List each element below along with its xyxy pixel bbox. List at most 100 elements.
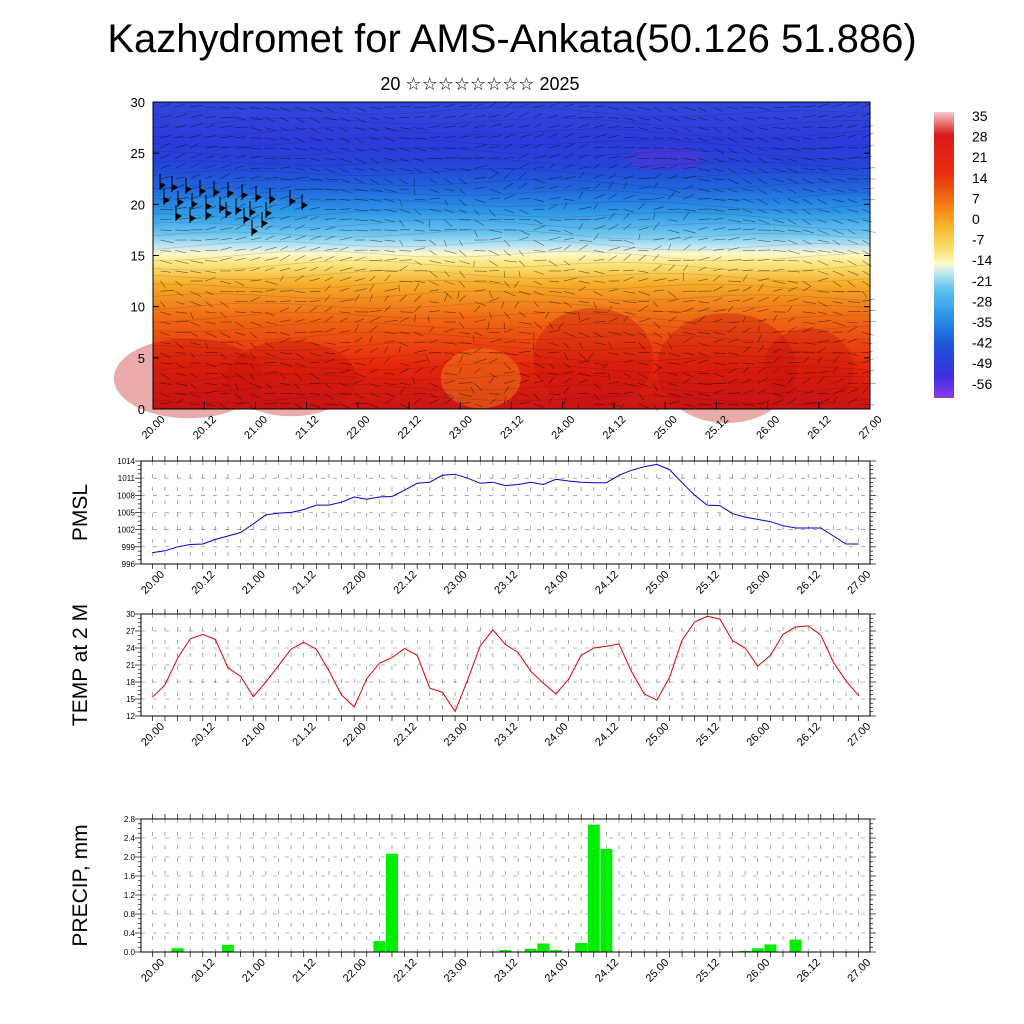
wind-barb	[324, 226, 336, 231]
wind-barb	[175, 206, 187, 210]
wind-pennant	[172, 184, 178, 191]
wind-barb	[354, 188, 368, 192]
wind-barb	[698, 342, 710, 347]
wind-barb	[160, 115, 172, 118]
x-tick-label: 21.12	[290, 569, 318, 597]
wind-barb	[444, 157, 459, 159]
wind-barb	[264, 235, 275, 241]
wind-barb	[668, 127, 678, 132]
wind-barb	[414, 168, 423, 174]
wind-barb	[728, 362, 739, 364]
wind-barb	[399, 127, 413, 130]
wind-barb	[638, 254, 647, 261]
contour-line	[152, 270, 871, 282]
wind-barb	[832, 188, 845, 193]
wind-barb	[578, 223, 584, 231]
x-tick-label: 27.00	[845, 957, 873, 985]
x-tick-label: 24.00	[543, 721, 571, 749]
wind-barb	[698, 315, 706, 323]
wind-barb	[279, 186, 292, 190]
wind-barb	[802, 158, 816, 161]
wind-barb	[668, 219, 679, 222]
wind-barb	[608, 305, 612, 312]
precip-panel: 0.0 0.4 0.8 1.2 1.6 2.0 2.4 2.8 20.00 20.12 21.00 2…	[69, 814, 876, 985]
wind-barb	[817, 147, 831, 150]
wind-barb	[354, 393, 365, 399]
wind-barb	[339, 178, 350, 183]
wind-barb	[459, 260, 471, 265]
contour-line	[152, 218, 870, 231]
wind-barb	[533, 362, 545, 369]
wind-barb	[294, 383, 300, 390]
wind-barb	[772, 117, 784, 120]
wind-barb	[787, 397, 797, 405]
wind-barb	[384, 288, 398, 292]
wind-barb	[339, 383, 350, 387]
wind-barb	[414, 359, 427, 364]
wind-barb	[742, 106, 755, 109]
wind-barb	[488, 260, 498, 267]
wind-barb	[339, 403, 350, 409]
wind-barb	[324, 383, 332, 390]
wind-barb	[354, 268, 366, 272]
wind-barb	[354, 362, 366, 365]
wind-barb	[563, 332, 576, 338]
wind-barb	[220, 237, 233, 241]
wind-barb	[608, 247, 620, 251]
wind-barb	[608, 317, 618, 323]
page-title: Kazhydromet for AMS-Ankata(50.126 51.886…	[107, 17, 917, 61]
wind-barb	[608, 212, 616, 220]
wind-barb	[489, 393, 500, 395]
wind-barb	[802, 188, 815, 193]
wind-barb	[474, 289, 486, 292]
x-tick-label: 25.00	[652, 414, 680, 442]
wind-barb	[817, 311, 827, 315]
wind-barb	[862, 155, 873, 159]
y-tick-label: 1014	[117, 457, 135, 466]
wind-barb	[399, 332, 410, 335]
wind-barb	[563, 153, 574, 159]
wind-barb	[398, 284, 400, 292]
wind-barb	[698, 332, 711, 334]
wind-barb	[518, 342, 531, 344]
wind-barb	[160, 153, 170, 159]
wind-barb	[787, 298, 799, 302]
wind-barb	[324, 256, 335, 261]
wind-barb	[817, 103, 830, 108]
wind-barb	[608, 255, 618, 261]
contour-line	[152, 312, 871, 323]
wind-barb	[683, 175, 697, 180]
wind-barb	[623, 372, 632, 378]
wind-barb	[294, 117, 305, 124]
wind-barb	[698, 237, 709, 241]
wind-barb	[175, 362, 184, 368]
wind-barb	[787, 239, 797, 244]
wind-barb	[235, 155, 246, 159]
wind-barb	[488, 209, 496, 217]
wind-barb	[593, 203, 599, 210]
wind-barb	[847, 291, 862, 293]
wind-barb	[683, 127, 692, 133]
colorbar-label: 21	[972, 149, 988, 165]
wind-barb	[369, 383, 380, 388]
wind-barb	[369, 219, 383, 223]
wind-barb	[832, 158, 845, 161]
x-tick-label: 25.12	[694, 569, 722, 597]
wind-barb	[160, 372, 170, 380]
wind-barb	[713, 256, 722, 261]
wind-barb	[548, 114, 559, 118]
plot-grid	[141, 613, 870, 717]
wind-barb	[578, 255, 586, 261]
x-tick-label: 23.00	[442, 721, 470, 749]
wind-barb	[728, 247, 740, 251]
wind-barb	[503, 250, 512, 257]
wind-barb	[324, 358, 335, 364]
wind-barb	[787, 178, 798, 184]
wind-barb	[832, 355, 840, 364]
wind-pennant	[290, 198, 296, 205]
wind-barb	[668, 383, 679, 387]
wind-barb	[742, 346, 751, 353]
wind-barb	[862, 270, 871, 276]
wind-barb	[713, 309, 726, 313]
precip-bar	[386, 853, 398, 952]
